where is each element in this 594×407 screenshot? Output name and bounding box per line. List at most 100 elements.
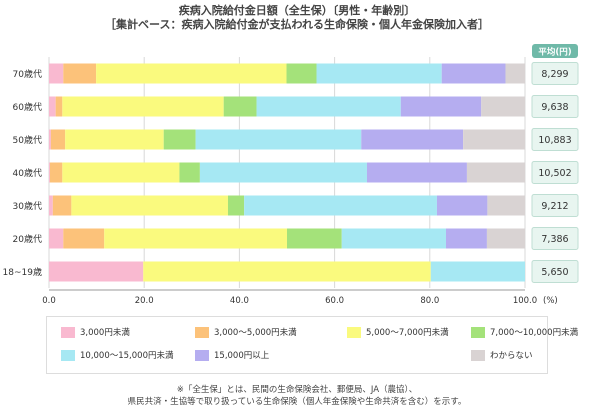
category-label: 50歳代 bbox=[13, 134, 42, 146]
average-header-bg bbox=[532, 44, 578, 58]
stacked-bar-chart: 平均(円) 70歳代 8,299 60歳代 9,638 50歳代 10,883 40歳代 10,… bbox=[3, 44, 579, 306]
legend-swatch bbox=[61, 350, 75, 361]
x-tick-label: 40.0 bbox=[230, 296, 249, 306]
category-label: 40歳代 bbox=[13, 167, 42, 179]
bar-segment bbox=[49, 195, 53, 216]
legend-label: 3,000～5,000円未満 bbox=[214, 328, 297, 338]
average-box bbox=[531, 95, 579, 118]
average-value: 10,883 bbox=[538, 135, 571, 146]
bar-segment bbox=[96, 63, 287, 84]
legend: 3,000円未満 3,000～5,000円未満 5,000～7,000円未満 7,00… bbox=[46, 316, 578, 374]
bar-segment bbox=[179, 162, 200, 183]
category-label: 70歳代 bbox=[13, 68, 42, 80]
average-box bbox=[531, 260, 579, 283]
bar-segment bbox=[49, 129, 51, 150]
bar-segment bbox=[227, 195, 245, 216]
bar-segment bbox=[445, 228, 487, 249]
footnote-2: 県民共済・生協等で取り扱っている生命保険（個人年金保険や生命共済を含む）を示す。 bbox=[127, 397, 467, 407]
legend-swatch bbox=[195, 327, 209, 338]
average-box bbox=[531, 194, 579, 217]
legend-item: 3,000～5,000円未満 bbox=[195, 326, 297, 338]
x-tick-label: 100.0 bbox=[513, 296, 537, 306]
footnote-1: ※「全生保」とは、民間の生命保険会社、郵便局、JA（農協）、 bbox=[176, 385, 418, 395]
bar-segment bbox=[49, 63, 64, 84]
category-label: 18~19歳 bbox=[3, 266, 42, 278]
bar-segment bbox=[481, 96, 525, 117]
bar-segment bbox=[486, 228, 525, 249]
bar-segment bbox=[52, 195, 72, 216]
average-value: 9,212 bbox=[541, 201, 568, 212]
legend-label: 7,000～10,000円未満 bbox=[490, 328, 579, 338]
bar-segment bbox=[199, 162, 367, 183]
bar-segment bbox=[256, 96, 401, 117]
category-label: 30歳代 bbox=[13, 200, 42, 212]
legend-label: 3,000円未満 bbox=[80, 328, 130, 338]
x-tick-label: 60.0 bbox=[325, 296, 344, 306]
bar-segment bbox=[505, 63, 525, 84]
legend-swatch bbox=[471, 350, 485, 361]
x-tick-label: 20.0 bbox=[135, 296, 154, 306]
bar-segment bbox=[49, 261, 144, 282]
legend-item: 5,000～7,000円未満 bbox=[347, 326, 449, 338]
bar-segment bbox=[163, 129, 196, 150]
bar-segment bbox=[366, 162, 467, 183]
bar-segment bbox=[487, 195, 525, 216]
bar-segment bbox=[316, 63, 442, 84]
bar-segment bbox=[195, 129, 362, 150]
bar-segment bbox=[63, 63, 97, 84]
chart-title: 疾病入院給付金日額（全生保）〔男性・年齢別〕 bbox=[178, 4, 416, 17]
bar-segment bbox=[71, 195, 228, 216]
average-box bbox=[531, 128, 579, 151]
bar-segment bbox=[49, 96, 56, 117]
chart-subtitle: ［集計ベース：疾病入院給付金が支払われる生命保険・個人年金保険加入者］ bbox=[105, 18, 489, 31]
bar-segment bbox=[223, 96, 257, 117]
x-tick-label: 80.0 bbox=[420, 296, 439, 306]
bar-segment bbox=[104, 228, 287, 249]
bar-segment bbox=[55, 96, 63, 117]
bar-segment bbox=[62, 162, 180, 183]
bar-segment bbox=[441, 63, 506, 84]
bar-segment bbox=[65, 129, 164, 150]
bar-segment bbox=[63, 228, 105, 249]
legend-item: 10,000～15,000円未満 bbox=[61, 349, 173, 361]
bar-segment bbox=[436, 195, 488, 216]
bar-segment bbox=[143, 261, 431, 282]
legend-label: 5,000～7,000円未満 bbox=[366, 328, 449, 338]
legend-swatch bbox=[195, 350, 209, 361]
legend-item: わからない bbox=[471, 349, 533, 361]
legend-item: 7,000～10,000円未満 bbox=[471, 326, 578, 338]
bar-segment bbox=[49, 162, 50, 183]
average-box bbox=[531, 62, 579, 85]
bar-segment bbox=[62, 96, 224, 117]
category-label: 20歳代 bbox=[13, 233, 42, 245]
x-tick-label: 0.0 bbox=[42, 296, 56, 306]
average-value: 10,502 bbox=[538, 168, 571, 179]
bar-segment bbox=[463, 129, 525, 150]
x-axis-unit: (%) bbox=[543, 296, 558, 306]
legend-swatch bbox=[61, 327, 75, 338]
legend-label: 10,000～15,000円未満 bbox=[80, 351, 174, 361]
bar-segment bbox=[430, 261, 525, 282]
bar-segment bbox=[49, 162, 63, 183]
average-box bbox=[531, 161, 579, 184]
legend-label: 15,000円以上 bbox=[214, 351, 270, 361]
bar-segment bbox=[244, 195, 437, 216]
legend-label: わからない bbox=[490, 351, 533, 361]
average-header: 平均(円) bbox=[538, 47, 571, 58]
bar-segment bbox=[361, 129, 464, 150]
legend-swatch bbox=[471, 327, 485, 338]
average-value: 5,650 bbox=[541, 267, 568, 278]
bar-segment bbox=[50, 129, 66, 150]
bar-segment bbox=[341, 228, 446, 249]
bar-segment bbox=[400, 96, 482, 117]
bar-segment bbox=[287, 228, 342, 249]
bar-segment bbox=[49, 228, 64, 249]
bar-segment bbox=[466, 162, 525, 183]
average-box bbox=[531, 227, 579, 250]
average-value: 8,299 bbox=[541, 69, 568, 80]
legend-item: 15,000円以上 bbox=[195, 349, 269, 361]
legend-swatch bbox=[347, 327, 361, 338]
legend-item: 3,000円未満 bbox=[61, 326, 130, 338]
category-label: 60歳代 bbox=[13, 101, 42, 113]
bar-segment bbox=[286, 63, 317, 84]
